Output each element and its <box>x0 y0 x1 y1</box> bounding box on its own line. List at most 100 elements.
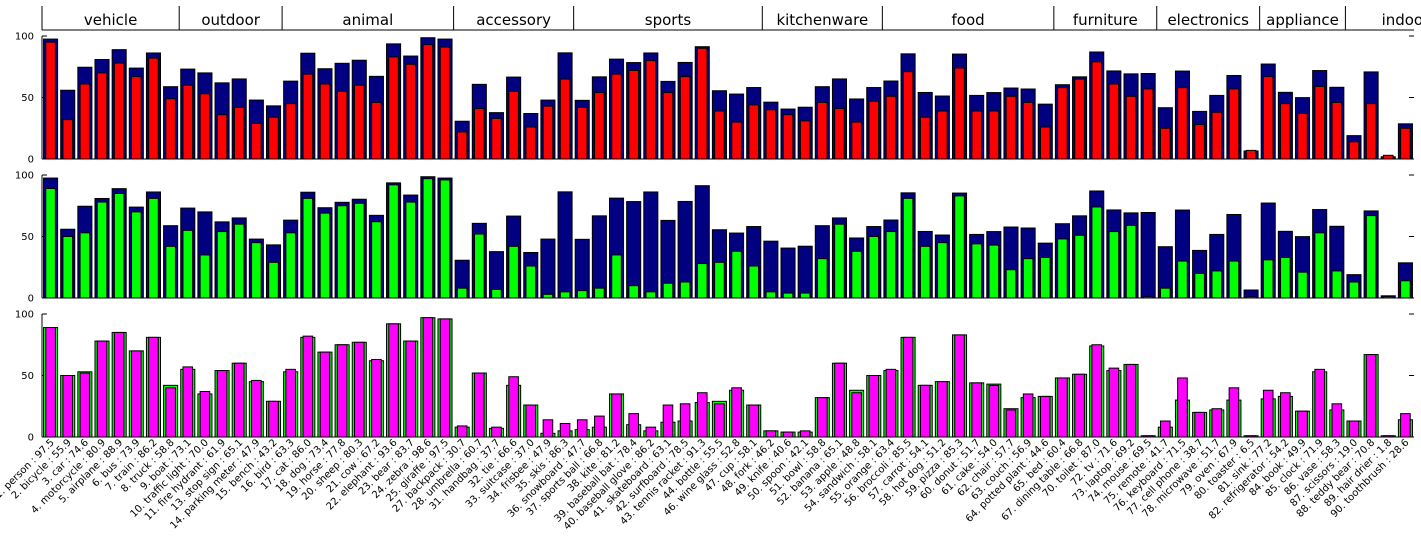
bar-top-red <box>628 69 639 160</box>
bar-top-red <box>559 78 571 160</box>
bar-middle-green <box>542 293 554 299</box>
bar-middle-green <box>251 242 262 299</box>
y-tick-label: 50 <box>21 371 34 382</box>
bar-middle-green <box>937 242 948 299</box>
bar-bottom-magenta <box>662 404 674 438</box>
bar-bottom-magenta <box>1245 435 1257 438</box>
bar-top-red <box>679 76 691 160</box>
group-label-food: food <box>952 11 985 29</box>
bar-middle-blue <box>574 238 590 299</box>
bar-middle-blue <box>626 201 642 299</box>
bar-top-red <box>131 76 142 160</box>
bar-bottom-magenta <box>508 376 519 438</box>
bar-top-red <box>1039 126 1051 160</box>
bar-middle-green <box>679 281 691 299</box>
bar-middle-blue <box>780 247 796 299</box>
bar-top-red <box>45 41 56 160</box>
bar-bottom-magenta <box>336 344 348 438</box>
bar-top-red <box>1331 101 1343 160</box>
group-label-animal: animal <box>342 11 393 29</box>
bar-middle-green <box>1262 259 1274 299</box>
bar-bottom-magenta <box>611 393 622 438</box>
bar-top-red <box>525 126 537 160</box>
bar-bottom-magenta <box>439 318 451 438</box>
bar-top-red <box>422 44 434 160</box>
bar-middle-green <box>885 231 897 299</box>
bar-bottom-magenta <box>199 390 211 438</box>
bar-top-red <box>388 56 399 160</box>
bar-top-red <box>1074 78 1085 160</box>
bar-top-red <box>216 114 228 160</box>
bar-top-red <box>456 131 468 160</box>
bar-bottom-magenta <box>251 379 262 438</box>
bar-top-red <box>405 63 417 160</box>
bar-bottom-magenta <box>131 350 142 438</box>
bar-bottom-magenta <box>525 404 537 438</box>
bar-bottom-magenta <box>319 351 331 438</box>
bar-top-red <box>1057 87 1068 160</box>
bar-top-red <box>542 105 554 160</box>
group-label-outdoor: outdoor <box>201 11 260 29</box>
bar-top-red <box>1005 95 1017 160</box>
bar-top-red <box>1194 124 1205 160</box>
bar-middle-green <box>1194 272 1205 299</box>
bar-middle-green <box>285 232 296 299</box>
bar-bottom-magenta <box>1228 387 1240 438</box>
y-tick-label: 50 <box>21 93 34 104</box>
bar-middle-green <box>1314 232 1325 299</box>
bar-middle-green <box>405 201 417 299</box>
bar-middle-green <box>302 197 314 299</box>
bar-bottom-magenta <box>474 372 485 438</box>
bar-top-red <box>696 47 708 160</box>
bar-top-red <box>902 71 914 160</box>
bar-middle-green <box>851 250 862 299</box>
bar-middle-green <box>1348 281 1360 299</box>
bar-bottom-magenta <box>1262 389 1274 438</box>
y-tick-label: 100 <box>15 310 34 321</box>
bar-top-red <box>765 109 777 160</box>
bar-top-red <box>1262 76 1274 160</box>
bar-bottom-magenta <box>79 372 91 438</box>
bar-bottom-magenta <box>1211 408 1223 438</box>
bar-middle-green <box>1142 296 1154 299</box>
bar-middle-green <box>594 287 605 299</box>
bar-top-red <box>988 110 1000 160</box>
bar-top-red <box>251 122 262 160</box>
bar-top-red <box>645 60 657 160</box>
bar-middle-green <box>782 292 794 299</box>
bar-bottom-magenta <box>902 336 914 438</box>
group-label-kitchenware: kitchenware <box>776 11 868 29</box>
bar-bottom-magenta <box>1039 395 1051 438</box>
bar-top-red <box>954 67 965 160</box>
bar-middle-green <box>182 229 194 299</box>
bar-bottom-magenta <box>782 431 794 438</box>
group-label-indoor: indoor <box>1382 11 1421 29</box>
bar-middle-green <box>1331 270 1343 299</box>
bar-top-red <box>182 84 194 160</box>
bar-middle-green <box>1245 296 1257 299</box>
bar-middle-green <box>611 254 622 299</box>
bar-bottom-magenta <box>628 413 639 438</box>
bar-middle-green <box>662 282 674 299</box>
bar-top-red <box>731 121 742 160</box>
bar-top-red <box>439 46 451 160</box>
bar-top-red <box>1022 101 1034 160</box>
bar-bottom-magenta <box>799 430 811 438</box>
bar-bottom-magenta <box>834 362 845 438</box>
bar-bottom-magenta <box>1400 413 1411 438</box>
bar-middle-green <box>748 265 760 299</box>
bar-middle-green <box>868 236 880 299</box>
bar-top-red <box>268 116 279 160</box>
bar-top-red <box>113 62 125 160</box>
bar-top-red <box>336 90 348 160</box>
bar-top-red <box>799 120 811 160</box>
bar-middle-green <box>1108 231 1120 299</box>
bar-middle-green <box>62 236 74 299</box>
bar-middle-green <box>474 233 485 299</box>
bar-bottom-magenta <box>96 340 108 438</box>
bar-top-red <box>1400 127 1411 160</box>
bar-bottom-magenta <box>1142 435 1154 438</box>
bar-bottom-magenta <box>1177 377 1188 438</box>
bar-top-red <box>62 119 74 160</box>
